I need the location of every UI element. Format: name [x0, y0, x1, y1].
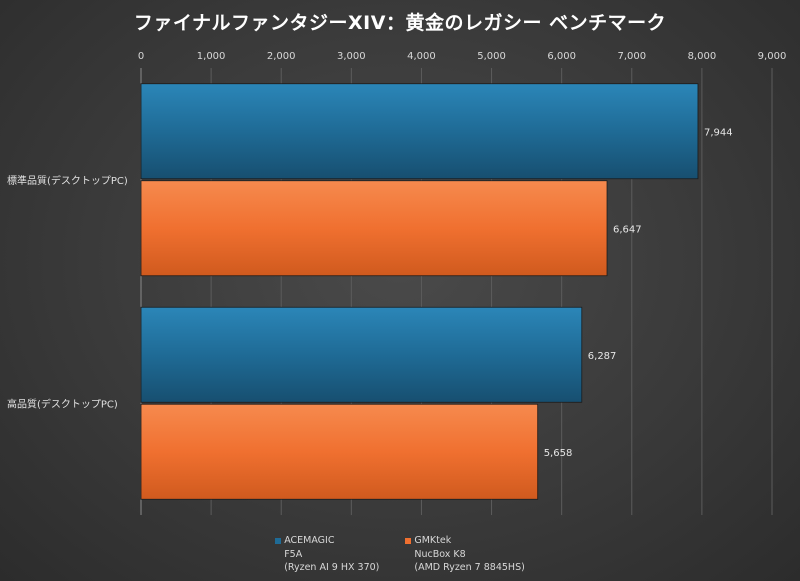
bar-acemagic — [140, 306, 583, 403]
x-tick-label: 5,000 — [477, 51, 506, 62]
x-tick-label: 6,000 — [547, 51, 576, 62]
legend-swatch-blue — [275, 538, 282, 544]
legend-label-gmktek: GMKtek NucBox K8 (AMD Ryzen 7 8845HS) — [414, 535, 525, 573]
category-label: 高品質(デスクトップPC) — [7, 397, 118, 410]
chart-title: ファイナルファンタジーXIV：黄金のレガシー ベンチマーク — [133, 12, 667, 34]
bars: 7,944 6,647 6,287 5,658 — [140, 83, 733, 500]
x-tick-label: 1,000 — [197, 51, 226, 62]
category-labels: 標準品質(デスクトップPC) 高品質(デスクトップPC) — [7, 174, 128, 411]
legend: ACEMAGIC F5A (Ryzen AI 9 HX 370) GMKtek … — [0, 534, 800, 575]
x-tick-label: 2,000 — [267, 51, 296, 62]
data-label: 5,658 — [544, 448, 573, 459]
bar-gmktek — [140, 403, 539, 500]
data-label: 6,287 — [588, 351, 617, 362]
x-tick-label: 4,000 — [407, 51, 436, 62]
bar-gmktek — [140, 180, 608, 277]
category-label: 標準品質(デスクトップPC) — [7, 174, 128, 187]
x-tick-label: 0 — [138, 51, 144, 62]
data-label: 6,647 — [613, 224, 642, 235]
bar-acemagic — [140, 83, 699, 180]
x-tick-label: 9,000 — [758, 51, 787, 62]
x-tick-label: 7,000 — [617, 51, 646, 62]
legend-swatch-orange — [405, 538, 412, 544]
x-tick-label: 3,000 — [337, 51, 366, 62]
legend-label-acemagic: ACEMAGIC F5A (Ryzen AI 9 HX 370) — [284, 535, 380, 573]
legend-item-acemagic: ACEMAGIC F5A (Ryzen AI 9 HX 370) — [275, 534, 379, 575]
legend-item-gmktek: GMKtek NucBox K8 (AMD Ryzen 7 8845HS) — [405, 534, 525, 575]
x-axis-ticks: 0 1,000 2,000 3,000 4,000 5,000 6,000 7,000 8,00… — [138, 51, 787, 62]
x-tick-label: 8,000 — [688, 51, 717, 62]
data-label: 7,944 — [704, 127, 733, 138]
